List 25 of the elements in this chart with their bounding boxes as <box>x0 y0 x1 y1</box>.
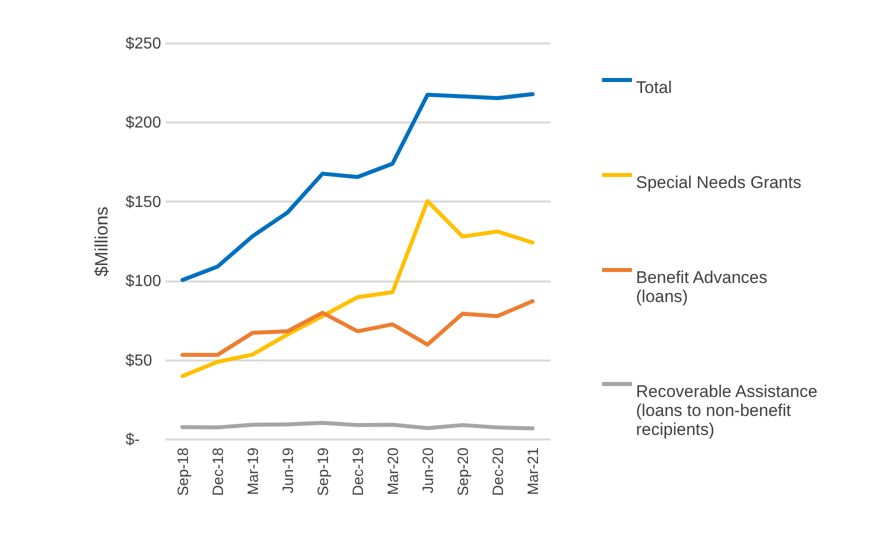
x-tick-label: Dec-20 <box>490 448 507 496</box>
y-tick-label: $250 <box>126 36 162 52</box>
legend-label: Benefit Advances (loans) <box>636 268 768 306</box>
legend-label: Special Needs Grants <box>636 173 802 192</box>
legend-label: Recoverable Assistance (loans to non-benefit recipients) <box>636 382 818 439</box>
line-series <box>180 199 534 378</box>
x-tick-label: Sep-20 <box>455 448 472 496</box>
line-series <box>180 299 534 357</box>
x-tick-label: Dec-18 <box>210 448 227 496</box>
x-tick-label: Mar-21 <box>525 448 542 496</box>
x-tick-label: Mar-20 <box>385 448 402 496</box>
y-tick-label: $- <box>126 432 140 448</box>
x-tick-label: Dec-19 <box>350 448 367 496</box>
y-tick-label: $200 <box>126 114 162 132</box>
y-tick-label: $100 <box>126 273 162 290</box>
x-tick-label: Jun-19 <box>280 448 297 494</box>
x-tick-label: Mar-19 <box>245 448 262 496</box>
legend-label: Total <box>636 78 672 97</box>
y-tick-label: $150 <box>126 194 162 211</box>
y-tick-label: $50 <box>126 352 152 370</box>
x-tick-label: Sep-18 <box>175 448 192 496</box>
y-axis-title: $Millions <box>92 206 112 277</box>
x-tick-label: Sep-19 <box>315 448 332 496</box>
x-tick-label: Jun-20 <box>420 448 437 494</box>
line-series <box>180 92 534 282</box>
